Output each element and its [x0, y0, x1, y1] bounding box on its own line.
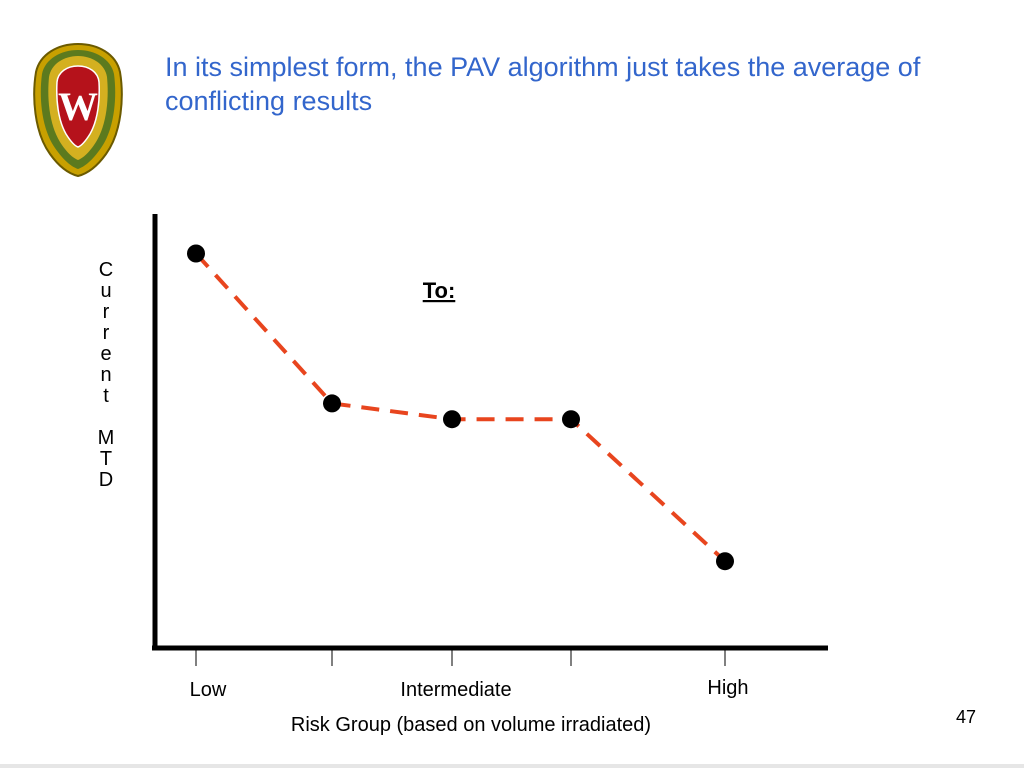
y-label-char: e [100, 343, 112, 365]
x-tick-label-intermediate: Intermediate [400, 679, 511, 701]
footer-rule [0, 764, 1024, 768]
y-label-char: M [97, 427, 115, 449]
series-line [194, 252, 727, 563]
y-label-char: n [100, 364, 112, 386]
y-label-char: T [99, 448, 113, 470]
data-point [562, 410, 580, 429]
data-point [187, 244, 205, 263]
data-point [716, 552, 734, 571]
y-label-char: r [102, 301, 110, 323]
page-number: 47 [956, 707, 977, 727]
data-point [323, 394, 341, 413]
x-ticks [195, 650, 726, 666]
x-tick-label-low: Low [190, 679, 227, 701]
annotation-to: To: [423, 278, 456, 303]
university-crest-logo: W [33, 42, 123, 178]
y-label-char: C [98, 259, 114, 281]
x-axis-label: Risk Group (based on volume irradiated) [291, 714, 651, 736]
y-label-char: D [98, 469, 114, 491]
y-label-char: t [103, 385, 109, 407]
data-point [443, 410, 461, 429]
y-label-char: r [102, 322, 110, 344]
slide-title: In its simplest form, the PAV algorithm … [165, 52, 921, 116]
data-markers [187, 244, 734, 571]
x-tick-label-high: High [707, 677, 748, 699]
y-label-char: u [100, 280, 112, 302]
crest-letter: W [58, 84, 98, 129]
